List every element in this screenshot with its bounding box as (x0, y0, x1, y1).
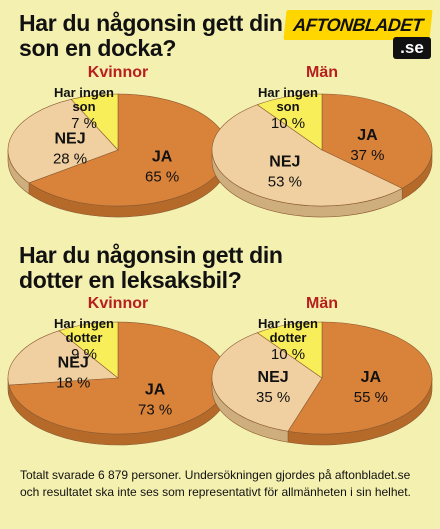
slice-value: 55 % (354, 389, 388, 406)
logo-wordmark: AFTONBLADET (283, 10, 433, 40)
pie-slice-ja (287, 321, 433, 435)
aftonbladet-logo: AFTONBLADET .se (283, 10, 433, 59)
pie-slice-nej (211, 332, 323, 432)
slice-value: 35 % (256, 389, 290, 406)
slice-value: 18 % (56, 374, 90, 391)
slice-label: son (72, 99, 95, 114)
group-label: Män (306, 295, 338, 312)
slice-label: JA (145, 382, 166, 399)
slice-value: 53 % (268, 174, 302, 191)
pie-slice-ja (321, 93, 433, 189)
pie-slice-nej (211, 104, 403, 207)
slice-label: son (276, 99, 299, 114)
slice-label: JA (357, 127, 378, 144)
slice-value: 73 % (138, 402, 172, 419)
pie-slice-har-ingen-dotter (58, 321, 119, 379)
pie-slice-har-ingen-son (70, 93, 119, 151)
slice-value: 9 % (71, 346, 97, 363)
pie-slice-har-ingen-son (256, 93, 323, 151)
slice-label: JA (152, 148, 173, 165)
slice-value: 7 % (71, 115, 97, 132)
slice-label: dotter (66, 330, 103, 345)
group-label: Kvinnor (88, 295, 148, 312)
slice-label: NEJ (58, 354, 89, 371)
slice-label: Har ingen (54, 85, 114, 100)
question-2-title: Har du någonsin gett din dotter en leksa… (19, 242, 283, 293)
footnote: Totalt svarade 6 879 personer. Undersökn… (20, 468, 411, 499)
slice-label: Har ingen (258, 85, 318, 100)
slice-value: 28 % (53, 151, 87, 168)
question-1-title: Har du någonsin gett din son en docka? (19, 10, 283, 61)
slice-label: NEJ (269, 154, 300, 171)
slice-value: 10 % (271, 346, 305, 363)
slice-label: NEJ (258, 369, 289, 386)
slice-value: 37 % (350, 147, 384, 164)
slice-label: NEJ (54, 131, 85, 148)
slice-label: dotter (270, 330, 307, 345)
group-label: Kvinnor (88, 64, 148, 81)
slice-label: Har ingen (54, 316, 114, 331)
logo-suffix: .se (393, 37, 431, 59)
slice-label: JA (361, 369, 382, 386)
pie-slice-nej (7, 98, 119, 184)
pie-slice-nej (7, 330, 119, 386)
slice-value: 10 % (271, 115, 305, 132)
pie-slice-har-ingen-dotter (256, 321, 323, 379)
slice-value: 65 % (145, 168, 179, 185)
group-label: Män (306, 64, 338, 81)
slice-label: Har ingen (258, 316, 318, 331)
